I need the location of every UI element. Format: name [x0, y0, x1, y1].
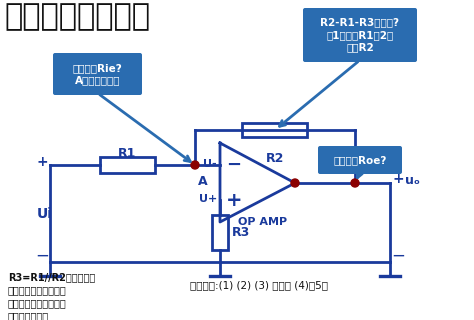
Text: 输出电阻Roe?: 输出电阻Roe? — [333, 155, 387, 165]
FancyBboxPatch shape — [53, 53, 142, 95]
Text: −: − — [227, 156, 242, 174]
Circle shape — [291, 179, 299, 187]
Circle shape — [191, 161, 199, 169]
FancyBboxPatch shape — [318, 146, 402, 174]
Text: R3: R3 — [232, 226, 250, 239]
Circle shape — [351, 179, 359, 187]
Text: R1: R1 — [118, 147, 137, 160]
Text: +: + — [392, 172, 404, 186]
Text: Ui: Ui — [37, 206, 53, 220]
Text: +: + — [226, 190, 242, 210]
Text: +: + — [36, 155, 48, 169]
Text: A: A — [198, 175, 208, 188]
Text: U-: U- — [203, 159, 217, 169]
Text: −: − — [391, 247, 405, 265]
Text: uₒ: uₒ — [405, 174, 420, 188]
Text: −: − — [35, 247, 49, 265]
FancyBboxPatch shape — [303, 8, 417, 62]
Text: R2: R2 — [266, 152, 284, 165]
Text: R3=R1//R2可减小输出
直流噪声。摘自《电子
系统设计与实践》贾立
新、王涵等编著: R3=R1//R2可减小输出 直流噪声。摘自《电子 系统设计与实践》贾立 新、王… — [8, 272, 95, 320]
Text: 输入电阻Rie?
A点电压的确定: 输入电阻Rie? A点电压的确定 — [73, 63, 122, 85]
Text: OP AMP: OP AMP — [238, 217, 287, 227]
FancyBboxPatch shape — [100, 157, 155, 173]
FancyBboxPatch shape — [212, 215, 228, 250]
Text: 反相放大电路原理: 反相放大电路原理 — [4, 2, 150, 31]
Text: R2-R1-R3的确定?
（1）先定R1（2）
先定R2: R2-R1-R3的确定? （1）先定R1（2） 先定R2 — [320, 18, 400, 52]
FancyBboxPatch shape — [243, 123, 308, 137]
Text: 学生总结:(1) (2) (3) 反相器 (4)（5）: 学生总结:(1) (2) (3) 反相器 (4)（5） — [190, 280, 328, 290]
Text: U+: U+ — [199, 194, 217, 204]
